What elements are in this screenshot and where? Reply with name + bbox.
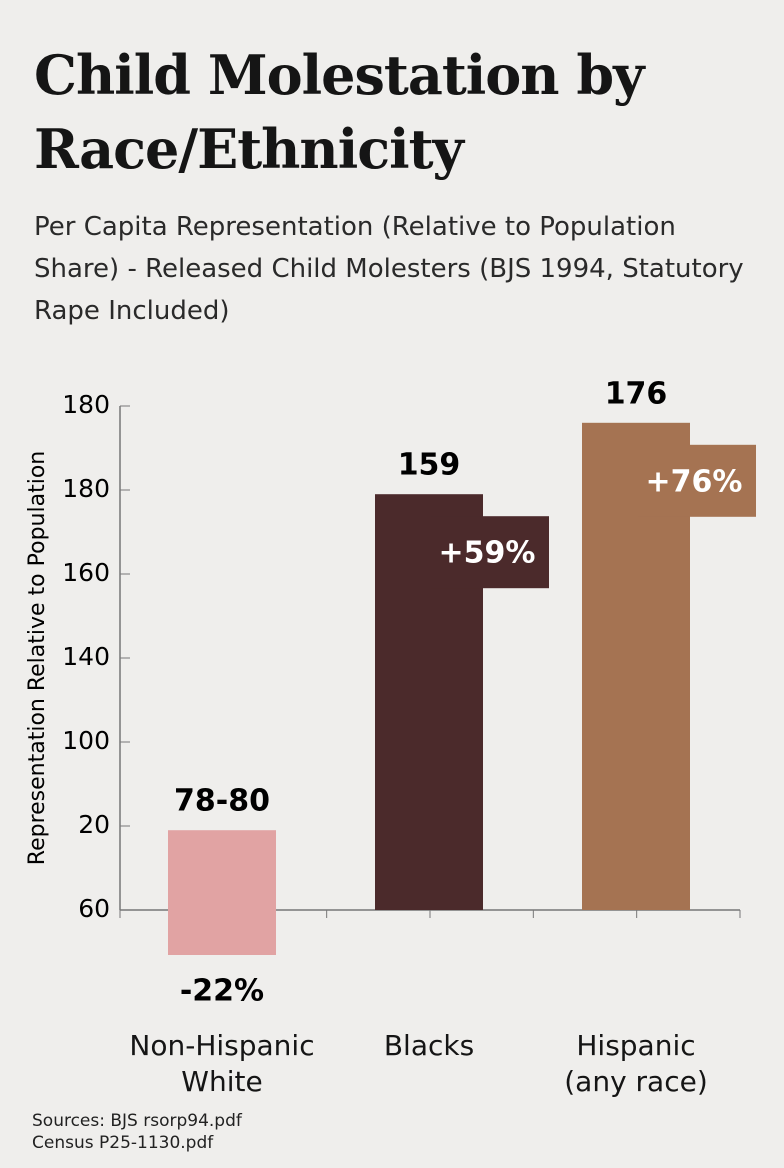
source-line: Sources: BJS rsorp94.pdf — [32, 1111, 242, 1131]
change-label: +59% — [439, 536, 536, 571]
y-axis-label: Representation Relative to Population — [25, 451, 50, 865]
bar — [168, 830, 276, 910]
x-tick-label: Non-Hispanic White — [129, 1029, 315, 1098]
value-label: 78-80 — [174, 784, 270, 819]
x-tick-label: Blacks — [383, 1029, 475, 1062]
value-label: 159 — [398, 448, 461, 483]
chart-subtitle: Per Capita Representation (Relative to P… — [34, 212, 744, 326]
change-mark — [431, 516, 549, 589]
source-line: Census P25-1130.pdf — [32, 1133, 214, 1153]
change-mark — [168, 910, 276, 955]
y-tick-label: 100 — [62, 726, 110, 755]
y-tick-label: 180 — [62, 390, 110, 419]
y-tick-label: 60 — [78, 894, 110, 923]
change-mark — [638, 444, 756, 517]
value-label: 176 — [605, 376, 668, 411]
y-tick-label: 140 — [62, 642, 110, 671]
change-label: -22% — [180, 974, 264, 1009]
y-tick-label: 180 — [62, 474, 110, 503]
sources: Sources: BJS rsorp94.pdf Census P25-1130… — [32, 1110, 242, 1154]
change-label: +76% — [646, 464, 743, 499]
y-tick-label: 160 — [62, 558, 110, 587]
y-tick-label: 20 — [78, 810, 110, 839]
x-tick-label: Hispanic (any race) — [564, 1029, 708, 1098]
chart-title: Child Molestation by Race/Ethnicity — [34, 43, 645, 181]
